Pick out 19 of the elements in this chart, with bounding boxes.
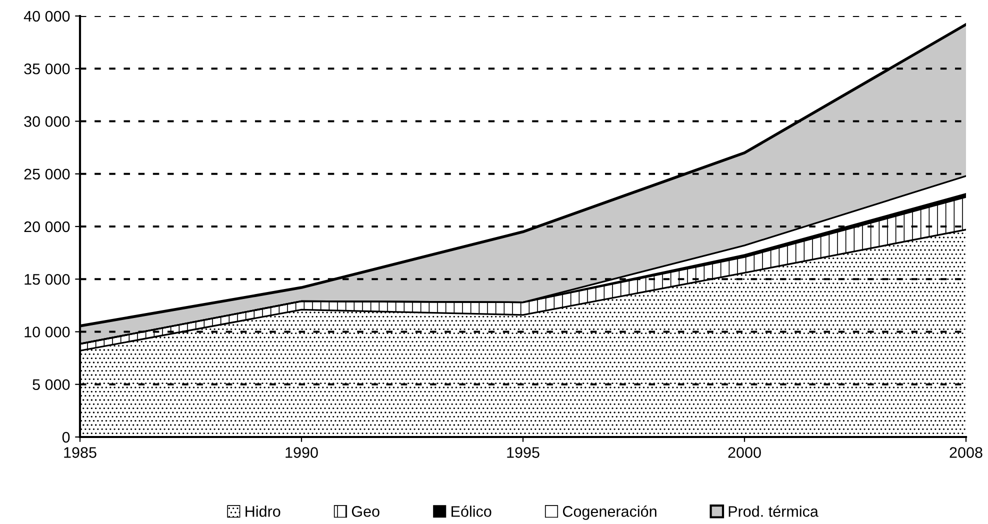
x-tick-label: 2000 bbox=[728, 447, 761, 458]
y-tick-label: 30 000 bbox=[24, 116, 70, 127]
legend-label: Geo bbox=[352, 506, 380, 517]
y-tick-label: 25 000 bbox=[24, 168, 70, 180]
legend-label: Eólico bbox=[452, 505, 492, 517]
y-tick-label: 5 000 bbox=[32, 379, 70, 390]
x-tick-label: 2008 bbox=[950, 447, 982, 458]
y-tick-label: 35 000 bbox=[24, 63, 70, 74]
legend-label: Prod. térmica bbox=[728, 505, 818, 517]
legend-label: Hidro bbox=[246, 506, 280, 517]
legend-label: Cogeneración bbox=[562, 505, 656, 520]
x-tick-label: 1990 bbox=[286, 447, 318, 458]
x-tick-label: 1995 bbox=[507, 447, 540, 458]
y-tick-label: 20 000 bbox=[24, 221, 70, 232]
y-tick-label: 40 000 bbox=[24, 10, 70, 22]
y-tick-label: 15 000 bbox=[24, 274, 70, 285]
x-tick-label: 1985 bbox=[64, 447, 96, 458]
y-tick-label: 10 000 bbox=[24, 326, 70, 338]
y-tick-label: 0 bbox=[62, 432, 70, 443]
